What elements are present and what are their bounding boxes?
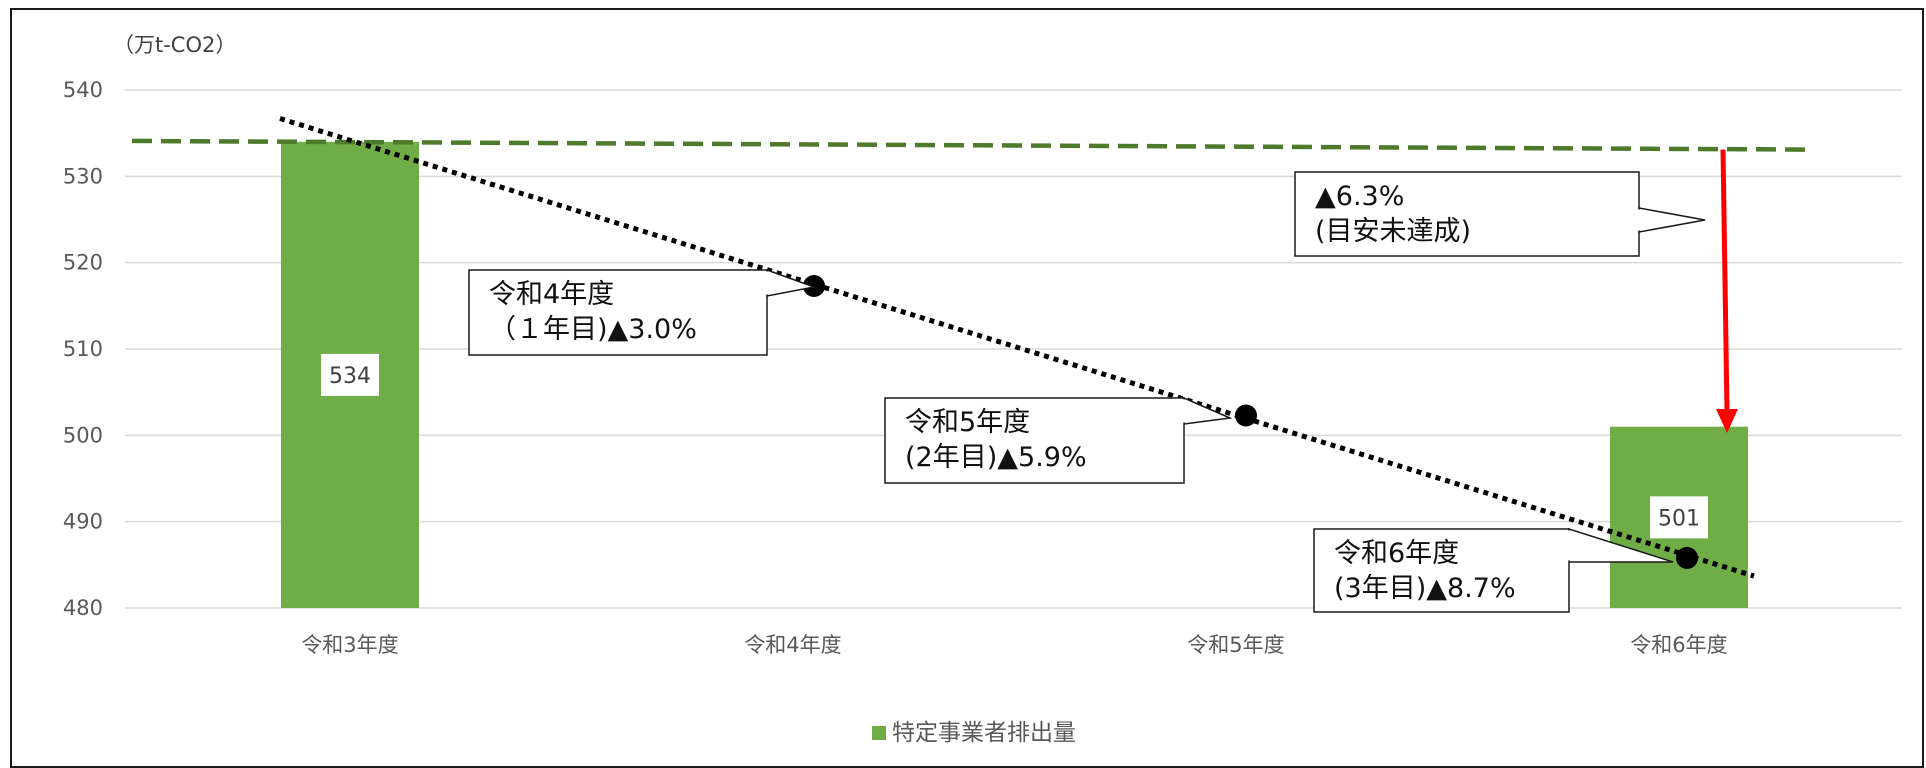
gap-arrow-head	[1716, 409, 1738, 434]
y-tick-label: 520	[63, 251, 103, 275]
legend: 特定事業者排出量	[872, 720, 1076, 746]
trend-line	[279, 116, 1755, 579]
trend-point	[803, 274, 825, 297]
x-tick-label: 令和5年度	[1187, 633, 1284, 657]
legend-label: 特定事業者排出量	[892, 720, 1076, 746]
callout-box	[884, 397, 1185, 484]
callout-joint	[765, 271, 769, 295]
callout-line-2: (目安未達成)	[1315, 216, 1471, 247]
callout-pointer	[1183, 396, 1233, 425]
y-tick-label: 500	[63, 423, 103, 447]
callout-line-1: 令和4年度	[489, 279, 614, 310]
target-line	[131, 138, 1807, 152]
legend-swatch	[872, 726, 886, 740]
trend-points	[803, 274, 1698, 569]
y-tick-label: 530	[63, 164, 103, 188]
callout: ▲6.3% (目安未達成)	[1294, 171, 1706, 257]
callout-line-2: （１年目)▲3.0%	[489, 314, 697, 345]
callout-joint	[1182, 399, 1186, 423]
y-tick-label: 490	[63, 510, 103, 534]
y-axis-tick-labels: 540 530 520 510 500 490 480	[63, 78, 103, 620]
gap-arrow	[1716, 149, 1738, 434]
y-tick-label: 480	[63, 596, 103, 620]
callout-box	[468, 269, 768, 356]
y-tick-label: 510	[63, 337, 103, 361]
x-tick-label: 令和3年度	[301, 633, 398, 657]
callout-pointer	[1638, 207, 1706, 233]
data-label-box	[321, 353, 379, 396]
data-label: 501	[1658, 506, 1700, 531]
callout-line-1: 令和5年度	[905, 407, 1030, 438]
y-axis-unit-label: （万t-CO2）	[113, 33, 236, 57]
callouts: 令和4年度 （１年目)▲3.0% 令和5年度 (2年目)▲5.9% 令和6年度 (3年目)…	[468, 171, 1706, 613]
x-tick-label: 令和6年度	[1630, 633, 1727, 657]
callout: 令和5年度 (2年目)▲5.9%	[884, 396, 1233, 484]
callout-line-2: (3年目)▲8.7%	[1334, 573, 1516, 604]
y-tick-label: 540	[63, 78, 103, 102]
callout: 令和6年度 (3年目)▲8.7%	[1313, 527, 1674, 613]
callout: 令和4年度 （１年目)▲3.0%	[468, 268, 817, 356]
data-label: 534	[329, 364, 371, 389]
data-label-box	[1650, 496, 1708, 539]
x-tick-label: 令和4年度	[744, 633, 841, 657]
callout-joint	[1567, 530, 1571, 561]
trend-point	[1235, 404, 1257, 427]
callout-box	[1294, 171, 1640, 257]
trend-point	[1676, 546, 1698, 569]
x-axis-tick-labels: 令和3年度 令和4年度 令和5年度 令和6年度	[301, 633, 1727, 657]
callout-line-1: ▲6.3%	[1315, 181, 1404, 212]
callout-joint	[1637, 209, 1641, 231]
gap-arrow-shaft	[1720, 149, 1730, 412]
trend-dotted-line	[279, 116, 1755, 579]
callout-line-2: (2年目)▲5.9%	[905, 442, 1087, 473]
target-dashed-line	[131, 138, 1807, 152]
callout-line-1: 令和6年度	[1334, 538, 1459, 569]
callout-box	[1313, 528, 1570, 613]
bars: 534 501	[281, 141, 1748, 609]
